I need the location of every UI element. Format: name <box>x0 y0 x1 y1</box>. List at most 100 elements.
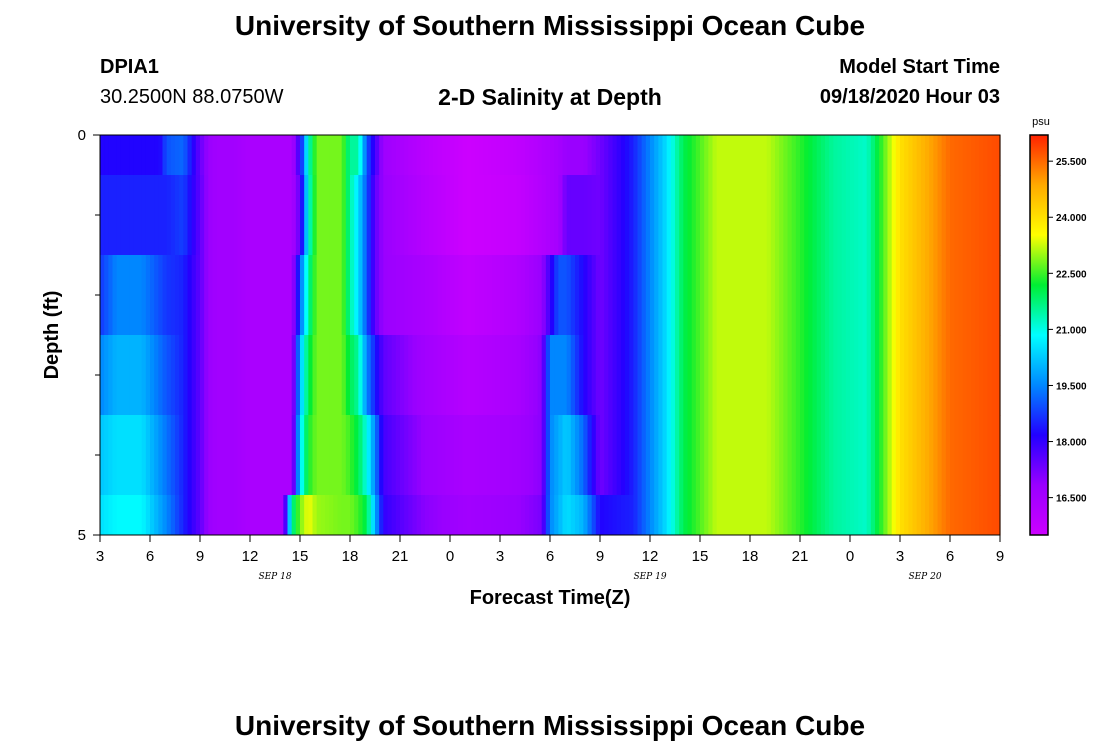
heatmap-cell <box>250 415 255 496</box>
heatmap-cell <box>504 415 509 496</box>
heatmap-cell <box>654 135 659 176</box>
heatmap-cell <box>416 135 422 176</box>
heatmap-cell <box>733 495 739 536</box>
heatmap-cell <box>487 415 493 496</box>
heatmap-cell <box>866 135 872 176</box>
heatmap-cell <box>333 335 339 416</box>
heatmap-cell <box>700 255 705 336</box>
heatmap-cell <box>562 335 568 416</box>
heatmap-cell <box>887 415 893 496</box>
heatmap-cell <box>454 135 459 176</box>
heatmap-cell <box>712 255 718 336</box>
heatmap-cell <box>341 175 347 256</box>
heatmap-cell <box>766 255 772 336</box>
heatmap-cell <box>983 495 989 536</box>
heatmap-cell <box>970 415 976 496</box>
heatmap-cell <box>425 335 430 416</box>
heatmap-cell <box>908 415 914 496</box>
heatmap-cell <box>245 135 251 176</box>
heatmap-cell <box>154 255 159 336</box>
heatmap-cell <box>116 495 122 536</box>
heatmap-cell <box>783 335 789 416</box>
heatmap-cell <box>458 335 464 416</box>
heatmap-cell <box>837 135 843 176</box>
heatmap-cell <box>304 415 309 496</box>
heatmap-cell <box>441 415 447 496</box>
heatmap-cell <box>529 415 534 496</box>
heatmap-cell <box>325 415 330 496</box>
heatmap-cell <box>995 255 1001 336</box>
heatmap-cell <box>779 495 784 536</box>
heatmap-cell <box>141 495 147 536</box>
heatmap-cell <box>120 255 126 336</box>
heatmap-cell <box>879 135 884 176</box>
heatmap-cell <box>287 415 293 496</box>
heatmap-cell <box>704 495 709 536</box>
heatmap-cell <box>162 135 168 176</box>
heatmap-cell <box>433 415 439 496</box>
heatmap-cell <box>879 415 884 496</box>
heatmap-cell <box>129 335 134 416</box>
heatmap-cell <box>262 335 268 416</box>
heatmap-cell <box>225 335 230 416</box>
heatmap-cell <box>420 255 426 336</box>
heatmap-cell <box>775 135 780 176</box>
heatmap-cell <box>750 335 755 416</box>
heatmap-cell <box>829 335 834 416</box>
heatmap-cell <box>283 255 289 336</box>
heatmap-cell <box>595 255 601 336</box>
heatmap-cell <box>670 135 676 176</box>
heatmap-cell <box>262 135 268 176</box>
heatmap-cell <box>362 175 368 256</box>
heatmap-cell <box>137 335 143 416</box>
heatmap-cell <box>979 175 984 256</box>
heatmap-cell <box>145 135 151 176</box>
heatmap-cell <box>333 415 339 496</box>
heatmap-cell <box>141 135 147 176</box>
heatmap-cell <box>258 255 264 336</box>
heatmap-cell <box>133 175 139 256</box>
heatmap-cell <box>241 415 247 496</box>
heatmap-cell <box>104 175 109 256</box>
heatmap-cell <box>983 135 989 176</box>
heatmap-cell <box>804 415 809 496</box>
heatmap-cell <box>725 495 730 536</box>
station-id: DPIA1 <box>100 56 159 78</box>
heatmap-cell <box>825 495 830 536</box>
heatmap-cell <box>400 135 405 176</box>
heatmap-cell <box>762 135 768 176</box>
heatmap-cell <box>887 135 893 176</box>
heatmap-cell <box>716 255 722 336</box>
heatmap-cell <box>933 415 939 496</box>
heatmap-cell <box>725 135 730 176</box>
heatmap-cell <box>300 135 305 176</box>
heatmap-cell <box>745 335 751 416</box>
heatmap-cell <box>758 335 764 416</box>
heatmap-cell <box>770 175 776 256</box>
heatmap-cell <box>641 415 647 496</box>
heatmap-cell <box>912 335 918 416</box>
heatmap-cell <box>191 135 197 176</box>
heatmap-cell <box>550 135 555 176</box>
heatmap-cell <box>666 135 672 176</box>
heatmap-cell <box>829 135 834 176</box>
heatmap-cell <box>983 175 989 256</box>
heatmap-cell <box>891 335 897 416</box>
heatmap-cell <box>658 415 664 496</box>
heatmap-cell <box>887 175 893 256</box>
heatmap-cell <box>295 495 301 536</box>
heatmap-cell <box>462 175 468 256</box>
heatmap-cell <box>737 335 743 416</box>
heatmap-cell <box>887 495 893 536</box>
heatmap-cell <box>250 175 255 256</box>
heatmap-cell <box>112 495 118 536</box>
heatmap-cell <box>508 335 514 416</box>
heatmap-cell <box>991 175 997 256</box>
heatmap-cell <box>341 495 347 536</box>
heatmap-cell <box>362 415 368 496</box>
heatmap-cell <box>395 495 401 536</box>
heatmap-cell <box>625 415 630 496</box>
heatmap-cell <box>612 255 618 336</box>
heatmap-cell <box>375 415 380 496</box>
heatmap-cell <box>491 255 497 336</box>
